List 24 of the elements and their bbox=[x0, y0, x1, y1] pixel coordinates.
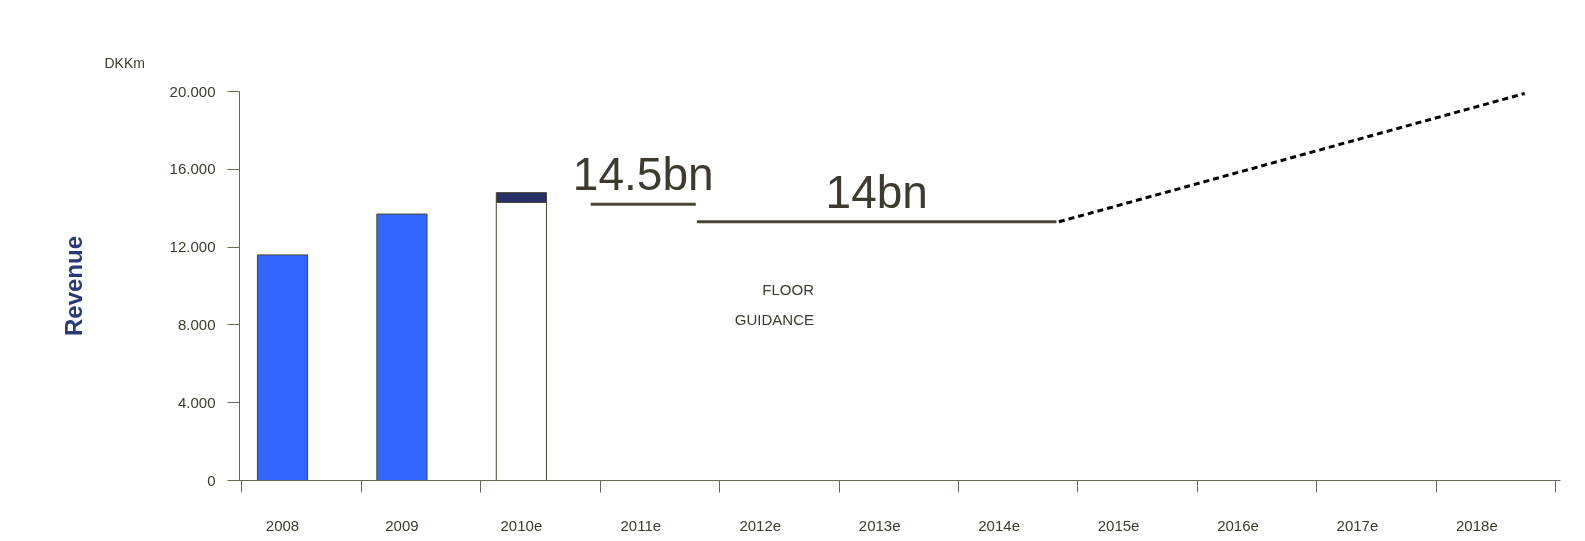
y-tick-label: 16.000 bbox=[169, 160, 216, 178]
y-tick-label: 20.000 bbox=[169, 82, 216, 100]
x-tick-label: 2008 bbox=[265, 516, 300, 534]
x-tick-label: 2018e bbox=[1456, 516, 1498, 534]
y-tick-label: 12.000 bbox=[169, 238, 216, 256]
y-tick-label: 8.000 bbox=[177, 315, 216, 333]
x-tick-label: 2017e bbox=[1336, 516, 1379, 534]
bar bbox=[376, 213, 428, 481]
x-tick-label: 2016e bbox=[1217, 516, 1259, 534]
x-tick-label: 2013e bbox=[858, 516, 901, 534]
x-tick-label: 2010e bbox=[500, 516, 543, 534]
bar bbox=[256, 254, 309, 481]
annotation: FLOOR GUIDANCE bbox=[734, 280, 815, 328]
series-label: 14bn bbox=[825, 165, 928, 218]
series-label: 14.5bn bbox=[572, 148, 714, 201]
y-tick-label: 0 bbox=[207, 471, 216, 489]
x-tick-label: 2014e bbox=[978, 516, 1020, 534]
x-tick-label: 2009 bbox=[385, 516, 419, 534]
text: DKKm bbox=[104, 54, 145, 71]
y-axis-title: Revenue bbox=[59, 235, 87, 337]
y-tick-label: 4.000 bbox=[177, 393, 216, 411]
x-tick-label: 2015e bbox=[1097, 516, 1140, 534]
x-tick-label: 2012e bbox=[739, 516, 782, 534]
x-tick-label: 2011e bbox=[620, 516, 662, 534]
